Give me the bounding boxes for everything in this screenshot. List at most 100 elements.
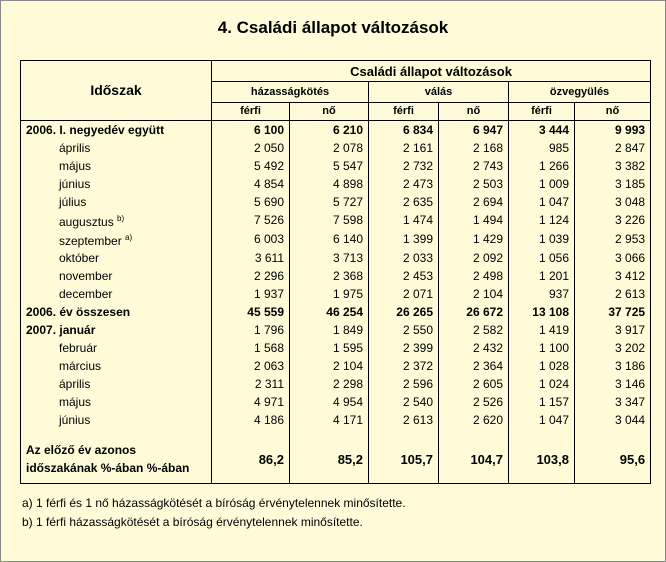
cell-value: 1 047 (508, 411, 575, 429)
table-row: 2007. január 1 796 1 849 2 550 2 582 1 419 3 9… (20, 321, 652, 339)
cell-value: 2 399 (368, 339, 439, 357)
row-label-text: március (59, 358, 102, 373)
row-label: február (20, 339, 212, 357)
row-label: április (20, 375, 212, 393)
row-label-text: augusztus (59, 215, 114, 229)
row-label-text: április (59, 140, 91, 155)
cell-value: 6 003 (211, 230, 290, 249)
row-label-text: április (59, 376, 91, 391)
row-label-text: december (59, 286, 113, 301)
cell-value: 2 368 (289, 267, 369, 285)
cell-value: 985 (508, 139, 575, 157)
row-label-text: február (59, 340, 98, 355)
cell-value: 5 690 (211, 193, 290, 211)
cell-value: 2 364 (438, 357, 509, 375)
cell-value: 3 202 (573, 339, 652, 357)
cell-value: 1 009 (508, 175, 575, 193)
cell-value: 937 (508, 285, 575, 303)
cell-value: 45 559 (211, 303, 290, 321)
cell-value: 2 694 (438, 193, 509, 211)
table-row: július 5 690 5 727 2 635 2 694 1 047 3 048 (20, 193, 652, 211)
cell-value: 3 713 (289, 249, 369, 267)
cell-value: 3 044 (573, 411, 652, 429)
cell-value: 13 108 (508, 303, 575, 321)
summary-row: Az előző év azonos időszakának %-ában %-á… (20, 435, 652, 484)
cell-value: 1 124 (508, 211, 575, 230)
row-label-text: május (59, 394, 92, 409)
cell-value: 2 953 (573, 230, 652, 249)
male-header: férfi (211, 102, 290, 121)
period-header: Időszak (20, 60, 212, 121)
cell-value: 2 063 (211, 357, 290, 375)
row-label: április (20, 139, 212, 157)
male-header: férfi (508, 102, 575, 121)
cell-value: 2 743 (438, 157, 509, 175)
cell-value: 1 595 (289, 339, 369, 357)
cell-value: 2 620 (438, 411, 509, 429)
cell-value: 2 605 (438, 375, 509, 393)
page-title: 4. Családi állapot változások (217, 18, 449, 37)
row-label: november (20, 267, 212, 285)
widowhood-header: özvegyülés (507, 81, 652, 104)
cell-value: 1 849 (289, 321, 369, 339)
cell-value: 4 186 (211, 411, 290, 429)
row-label-text: május (59, 158, 92, 173)
cell-value: 37 725 (573, 303, 652, 321)
cell-value: 2 432 (438, 339, 509, 357)
table-row: május 5 492 5 547 2 732 2 743 1 266 3 382 (20, 157, 652, 175)
cell-value: 2 732 (368, 157, 439, 175)
female-header: nő (289, 102, 369, 121)
cell-value: 2 473 (368, 175, 439, 193)
cell-value: 1 568 (211, 339, 290, 357)
cell-value: 2 613 (368, 411, 439, 429)
male-header: férfi (368, 102, 439, 121)
table-row: szeptember a) 6 003 6 140 1 399 1 429 1 039 2 … (20, 230, 652, 249)
row-label: június (20, 175, 212, 193)
summary-value: 86,2 (211, 435, 290, 484)
cell-value: 2 296 (211, 267, 290, 285)
cell-value: 1 024 (508, 375, 575, 393)
cell-value: 1 494 (438, 211, 509, 230)
row-label-text: 2006. év összesen (26, 304, 131, 319)
row-label: augusztus b) (20, 211, 212, 230)
cell-value: 2 372 (368, 357, 439, 375)
cell-value: 4 954 (289, 393, 369, 411)
footnote-marker: a) (125, 233, 133, 242)
table-row: augusztus b) 7 526 7 598 1 474 1 494 1 124 3 2… (20, 211, 652, 230)
footnote-marker: b) (117, 214, 125, 223)
cell-value: 2 526 (438, 393, 509, 411)
cell-value: 4 971 (211, 393, 290, 411)
summary-value: 105,7 (368, 435, 439, 484)
row-label: május (20, 157, 212, 175)
table-row: 2006. év összesen 45 559 46 254 26 265 26 67… (20, 303, 652, 321)
cell-value: 3 066 (573, 249, 652, 267)
spacer-row (20, 429, 652, 435)
cell-value: 2 161 (368, 139, 439, 157)
row-label-text: október (59, 250, 100, 265)
table-row: június 4 186 4 171 2 613 2 620 1 047 3 044 (20, 411, 652, 429)
cell-value: 2 298 (289, 375, 369, 393)
group-header: Családi állapot változások (210, 59, 652, 83)
cell-value: 3 412 (573, 267, 652, 285)
cell-value: 2 596 (368, 375, 439, 393)
cell-value: 7 598 (289, 211, 369, 230)
row-label-text: június (59, 176, 91, 191)
cell-value: 2 503 (438, 175, 509, 193)
cell-value: 6 140 (289, 230, 369, 249)
row-label-text: 2007. január (26, 322, 96, 337)
row-label: 2007. január (20, 321, 212, 339)
cell-value: 5 727 (289, 193, 369, 211)
cell-value: 1 429 (438, 230, 509, 249)
cell-value: 1 419 (508, 321, 575, 339)
table-row: november 2 296 2 368 2 453 2 498 1 201 3 412 (20, 267, 652, 285)
cell-value: 2 033 (368, 249, 439, 267)
summary-value: 104,7 (438, 435, 509, 484)
row-label: szeptember a) (20, 230, 212, 249)
cell-value: 2 311 (211, 375, 290, 393)
table-row: április 2 311 2 298 2 596 2 605 1 024 3 146 (20, 375, 652, 393)
cell-value: 3 444 (508, 120, 575, 139)
female-header: nő (438, 102, 509, 121)
cell-value: 6 947 (438, 120, 509, 139)
cell-value: 2 104 (289, 357, 369, 375)
cell-value: 2 104 (438, 285, 509, 303)
